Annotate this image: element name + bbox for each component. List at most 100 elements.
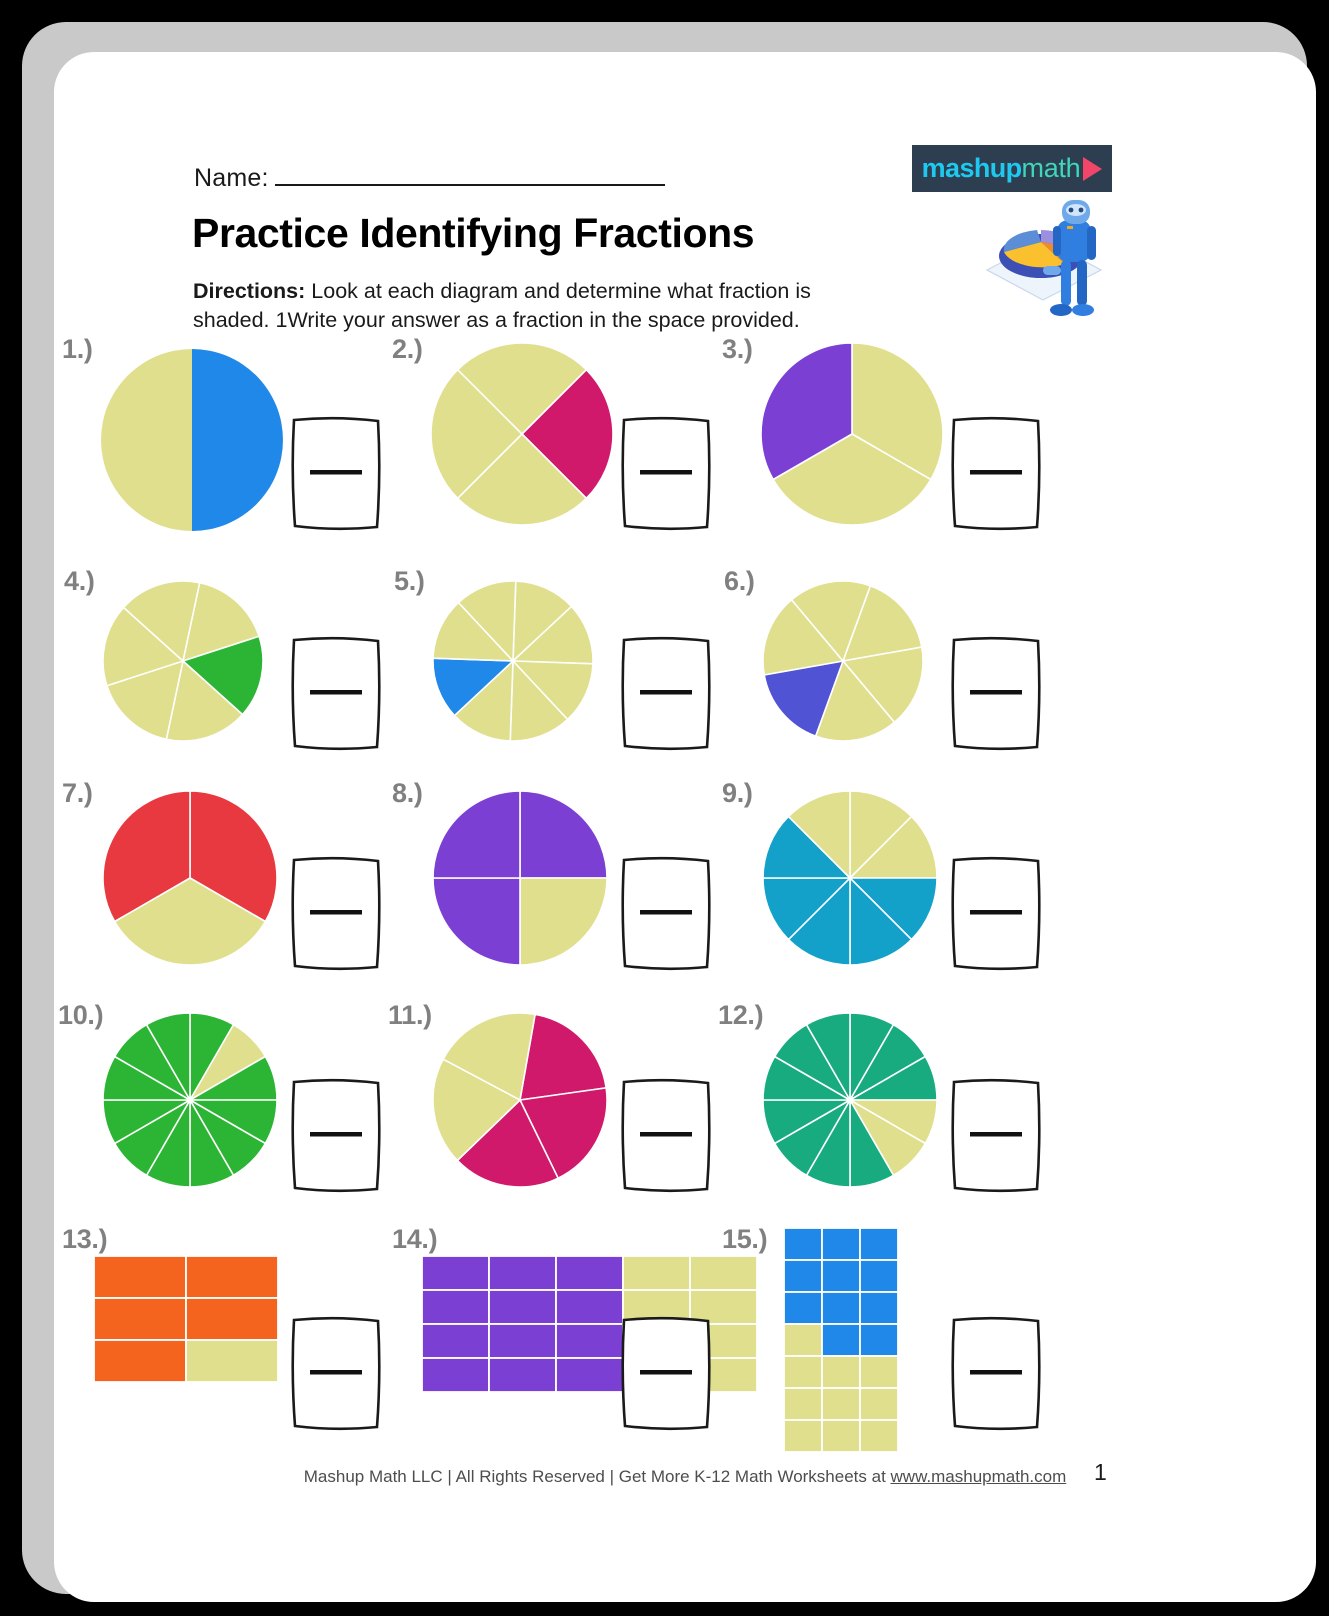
pie-slice — [181, 581, 261, 663]
problem-3: 3.) — [714, 334, 1044, 552]
answer-field-11[interactable] — [620, 1076, 712, 1199]
answer-field-13[interactable] — [290, 1314, 382, 1437]
pie-slice — [442, 1012, 537, 1102]
pie-slice — [512, 580, 573, 663]
grid-cell — [783, 1227, 823, 1261]
answer-field-10[interactable] — [290, 1076, 382, 1199]
grid-cell — [421, 1289, 490, 1325]
footer-text: Mashup Math LLC | All Rights Reserved | … — [54, 1467, 1316, 1487]
answer-field-15[interactable] — [950, 1314, 1042, 1437]
pie-slice — [518, 1086, 608, 1180]
grid-diagram-14 — [421, 1255, 758, 1393]
answer-field-4[interactable] — [290, 634, 382, 757]
figure-15 — [783, 1227, 899, 1457]
pie-slice — [763, 659, 845, 738]
name-input-line[interactable] — [274, 184, 665, 186]
pie-slice — [814, 659, 896, 742]
grid-cell — [821, 1291, 861, 1325]
answer-box-12[interactable] — [950, 1076, 1042, 1194]
fraction-bar — [970, 910, 1022, 915]
problem-number-3: 3.) — [722, 334, 753, 364]
answer-field-6[interactable] — [950, 634, 1042, 757]
pie-slice — [165, 659, 244, 742]
answer-field-12[interactable] — [950, 1076, 1042, 1199]
footer-copyright: Mashup Math LLC | All Rights Reserved | … — [303, 1467, 891, 1486]
figure-4 — [102, 580, 264, 747]
problem-1: 1.) — [54, 334, 384, 552]
answer-box-7[interactable] — [290, 854, 382, 972]
problem-7: 7.) — [54, 770, 384, 988]
problem-number-4: 4.) — [64, 566, 95, 596]
pie-slice — [762, 815, 852, 879]
problem-number-13: 13.) — [62, 1224, 108, 1254]
pie-slice — [432, 1058, 522, 1162]
figure-14 — [421, 1255, 758, 1397]
answer-box-2[interactable] — [620, 414, 712, 532]
fraction-bar — [970, 470, 1022, 475]
problem-number-6: 6.) — [724, 566, 755, 596]
footer-link[interactable]: www.mashupmath.com — [890, 1467, 1067, 1486]
answer-box-14[interactable] — [620, 1314, 712, 1432]
answer-box-10[interactable] — [290, 1076, 382, 1194]
pie-slice — [511, 605, 594, 665]
worksheet-page: Name: Practice Identifying Fractions Dir… — [54, 52, 1316, 1602]
answer-box-9[interactable] — [950, 854, 1042, 972]
fraction-bar — [310, 1370, 362, 1375]
problem-row: 13.) 14.) 15.) — [54, 1206, 1316, 1453]
answer-box-8[interactable] — [620, 854, 712, 972]
answer-field-8[interactable] — [620, 854, 712, 977]
answer-box-11[interactable] — [620, 1076, 712, 1194]
pie-slice — [760, 342, 853, 481]
fraction-bar — [970, 690, 1022, 695]
grid-cell — [555, 1289, 624, 1325]
answer-box-3[interactable] — [950, 414, 1042, 532]
answer-box-13[interactable] — [290, 1314, 382, 1432]
pie-slice — [453, 659, 514, 742]
grid-cell — [555, 1357, 624, 1393]
problem-number-7: 7.) — [62, 778, 93, 808]
grid-cell — [555, 1323, 624, 1359]
figure-13 — [93, 1255, 279, 1387]
grid-cell — [488, 1289, 557, 1325]
answer-field-3[interactable] — [950, 414, 1042, 537]
answer-field-5[interactable] — [620, 634, 712, 757]
fraction-bar — [970, 1370, 1022, 1375]
answer-box-5[interactable] — [620, 634, 712, 752]
pie-slice — [520, 368, 614, 500]
answer-field-2[interactable] — [620, 414, 712, 537]
play-triangle-icon — [1083, 156, 1103, 181]
grid-cell — [93, 1255, 187, 1299]
answer-field-9[interactable] — [950, 854, 1042, 977]
fraction-bar — [310, 690, 362, 695]
problem-4: 4.) — [54, 552, 384, 770]
problem-5: 5.) — [384, 552, 714, 770]
figure-9 — [762, 790, 938, 971]
pie-slice — [102, 606, 185, 687]
pie-slice — [787, 876, 851, 966]
page-frame: Name: Practice Identifying Fractions Dir… — [22, 22, 1316, 1602]
pie-slice — [841, 584, 923, 663]
answer-field-1[interactable] — [290, 414, 382, 537]
fraction-bar — [640, 1132, 692, 1137]
answer-box-15[interactable] — [950, 1314, 1042, 1432]
pie-slice — [805, 1012, 851, 1103]
answer-box-6[interactable] — [950, 634, 1042, 752]
problem-number-8: 8.) — [392, 778, 423, 808]
problem-6: 6.) — [714, 552, 1044, 770]
robot-mascot-icon — [985, 200, 1103, 316]
pie-slice — [181, 635, 264, 716]
problem-8: 8.) — [384, 770, 714, 988]
grid-cell — [93, 1297, 187, 1341]
answer-box-1[interactable] — [290, 414, 382, 532]
grid-cell — [859, 1387, 899, 1421]
pie-slice — [122, 580, 201, 663]
grid-cell — [488, 1255, 557, 1291]
problem-row: 10.) 11.) 12.) — [54, 988, 1316, 1206]
problem-number-14: 14.) — [392, 1224, 438, 1254]
problem-number-10: 10.) — [58, 1000, 104, 1030]
grid-cell — [821, 1259, 861, 1293]
answer-field-7[interactable] — [290, 854, 382, 977]
answer-box-4[interactable] — [290, 634, 382, 752]
answer-field-14[interactable] — [620, 1314, 712, 1437]
